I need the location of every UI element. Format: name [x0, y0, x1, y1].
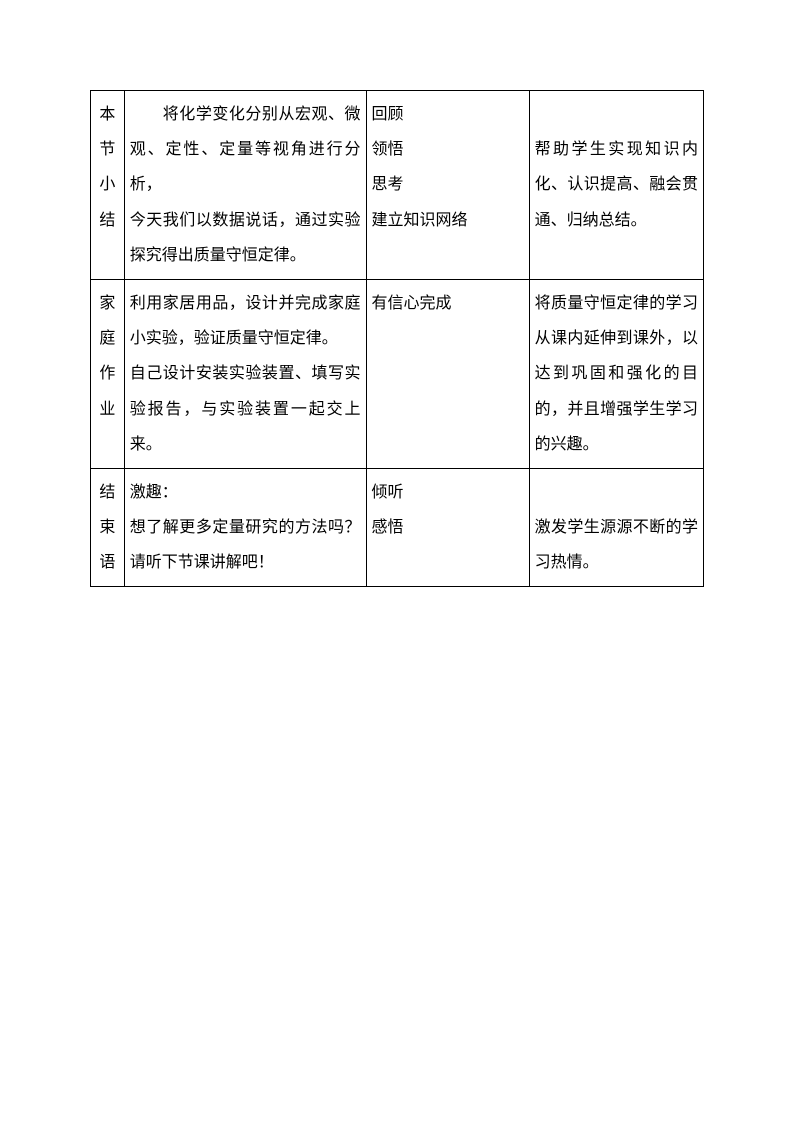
- student-activity-cell: 倾听 感悟: [366, 468, 529, 587]
- design-intent-cell: 激发学生源源不断的学习热情。: [529, 468, 703, 587]
- row-label-cell: 本节小结: [91, 91, 125, 280]
- cell-text: 自己设计安装实验装置、填写实验报告，与实验装置一起交上来。: [130, 356, 361, 462]
- cell-text: 有信心完成: [372, 286, 524, 321]
- table-row: 结束语 激趣： 想了解更多定量研究的方法吗？请听下节课讲解吧！ 倾听 感悟 激发…: [91, 468, 704, 587]
- teacher-activity-cell: 将化学变化分别从宏观、微观、定性、定量等视角进行分析， 今天我们以数据说话，通过…: [124, 91, 366, 280]
- cell-text: 领悟: [372, 132, 524, 167]
- cell-text: 利用家居用品，设计并完成家庭小实验，验证质量守恒定律。: [130, 286, 361, 356]
- cell-text: 想了解更多定量研究的方法吗？请听下节课讲解吧！: [130, 510, 361, 580]
- teacher-activity-cell: 利用家居用品，设计并完成家庭小实验，验证质量守恒定律。 自己设计安装实验装置、填…: [124, 279, 366, 468]
- cell-text: 建立知识网络: [372, 203, 524, 238]
- cell-text: 激趣：: [130, 475, 361, 510]
- cell-text: 今天我们以数据说话，通过实验探究得出质量守恒定律。: [130, 203, 361, 273]
- cell-text: 将化学变化分别从宏观、微观、定性、定量等视角进行分析，: [130, 97, 361, 203]
- cell-text: [535, 97, 698, 132]
- row-label: 结束语: [93, 475, 122, 581]
- design-intent-cell: 帮助学生实现知识内化、认识提高、融会贯通、归纳总结。: [529, 91, 703, 280]
- student-activity-cell: 回顾 领悟 思考 建立知识网络: [366, 91, 529, 280]
- cell-text: 思考: [372, 167, 524, 202]
- row-label-cell: 家庭作业: [91, 279, 125, 468]
- table-row: 家庭作业 利用家居用品，设计并完成家庭小实验，验证质量守恒定律。 自己设计安装实…: [91, 279, 704, 468]
- cell-text: [535, 475, 698, 510]
- cell-text: 激发学生源源不断的学习热情。: [535, 510, 698, 580]
- cell-text: 回顾: [372, 97, 524, 132]
- table-row: 本节小结 将化学变化分别从宏观、微观、定性、定量等视角进行分析， 今天我们以数据…: [91, 91, 704, 280]
- page-container: 本节小结 将化学变化分别从宏观、微观、定性、定量等视角进行分析， 今天我们以数据…: [0, 0, 794, 587]
- row-label-cell: 结束语: [91, 468, 125, 587]
- row-label: 本节小结: [93, 97, 122, 238]
- row-label: 家庭作业: [93, 286, 122, 427]
- cell-text: 感悟: [372, 510, 524, 545]
- cell-text: 倾听: [372, 475, 524, 510]
- cell-text: 帮助学生实现知识内化、认识提高、融会贯通、归纳总结。: [535, 132, 698, 238]
- cell-text: 将质量守恒定律的学习从课内延伸到课外，以达到巩固和强化的目的，并且增强学生学习的…: [535, 286, 698, 462]
- teacher-activity-cell: 激趣： 想了解更多定量研究的方法吗？请听下节课讲解吧！: [124, 468, 366, 587]
- student-activity-cell: 有信心完成: [366, 279, 529, 468]
- lesson-plan-table: 本节小结 将化学变化分别从宏观、微观、定性、定量等视角进行分析， 今天我们以数据…: [90, 90, 704, 587]
- design-intent-cell: 将质量守恒定律的学习从课内延伸到课外，以达到巩固和强化的目的，并且增强学生学习的…: [529, 279, 703, 468]
